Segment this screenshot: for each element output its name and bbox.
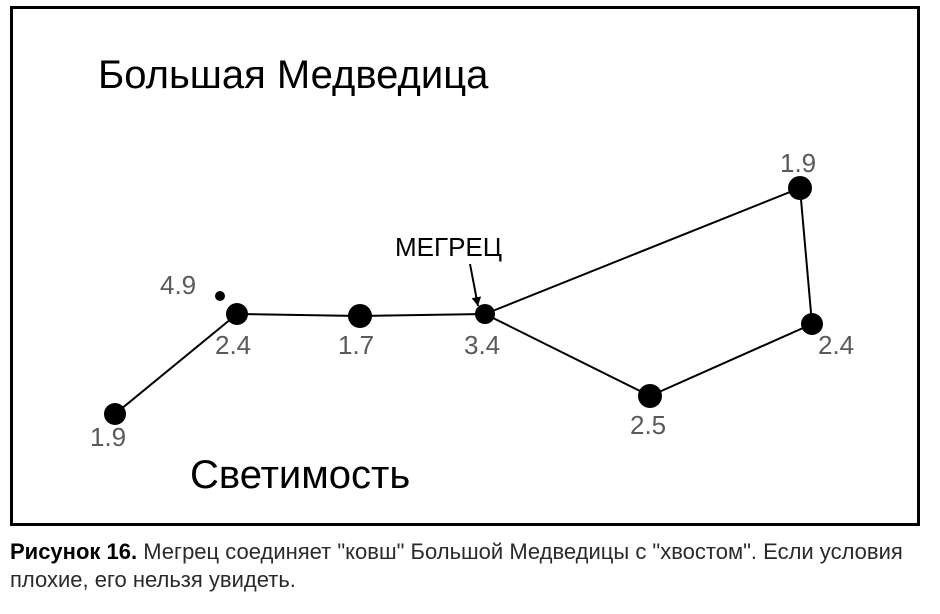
svg-text:3.4: 3.4 <box>464 330 500 360</box>
figure-caption: Рисунок 16. Мегрец соединяет "ковш" Боль… <box>10 538 920 593</box>
caption-prefix: Рисунок 16. <box>10 539 137 564</box>
svg-text:2.4: 2.4 <box>215 330 251 360</box>
svg-text:Светимость: Светимость <box>190 453 410 497</box>
svg-text:2.4: 2.4 <box>818 330 854 360</box>
svg-text:МЕГРЕЦ: МЕГРЕЦ <box>395 232 502 262</box>
constellation-svg: 1.9 2.4 1.7 3.4 2.5 2.4 1.9 4.9 Большая Медведиц… <box>10 6 920 526</box>
svg-text:1.7: 1.7 <box>338 330 374 360</box>
svg-text:1.9: 1.9 <box>780 148 816 178</box>
svg-text:4.9: 4.9 <box>160 270 196 300</box>
constellation-diagram: 1.9 2.4 1.7 3.4 2.5 2.4 1.9 4.9 Большая Медведиц… <box>10 6 930 526</box>
svg-text:2.5: 2.5 <box>630 410 666 440</box>
svg-text:Большая Медведица: Большая Медведица <box>98 53 489 97</box>
page: { "figure": { "type": "network", "width_… <box>0 0 940 614</box>
svg-text:1.9: 1.9 <box>90 422 126 452</box>
caption-text: Мегрец соединяет "ковш" Большой Медведиц… <box>10 539 903 592</box>
